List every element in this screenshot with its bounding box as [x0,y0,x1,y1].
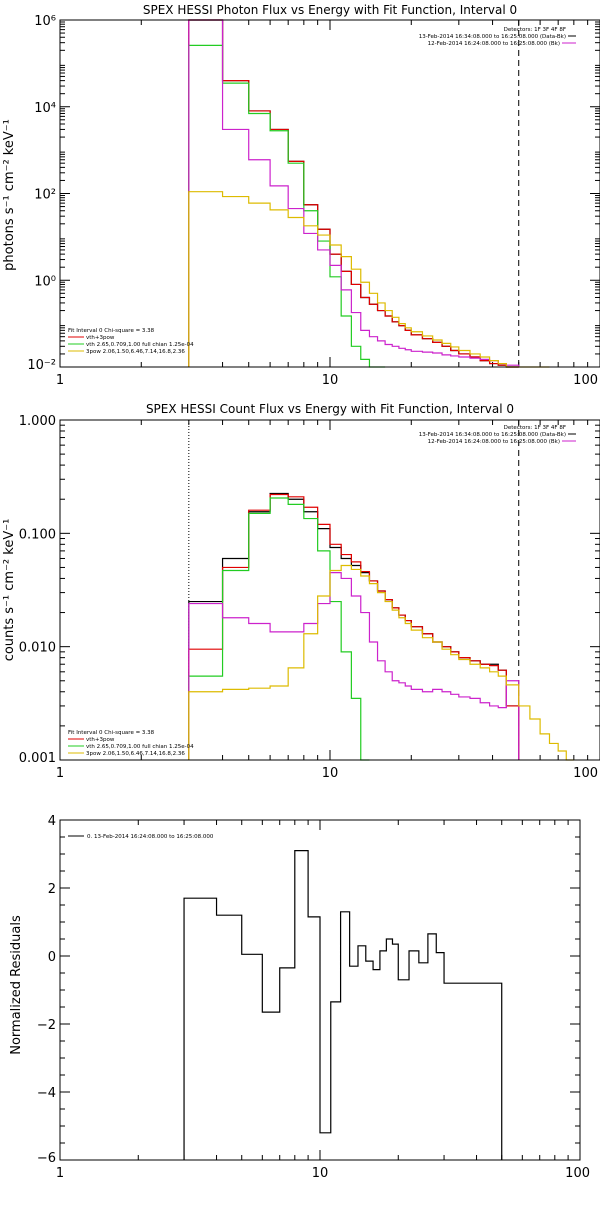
y-tick-label: −4 [37,1086,56,1101]
y-tick-label: 10² [34,188,56,203]
chart-title: SPEX HESSI Count Flux vs Energy with Fit… [146,402,514,416]
series-black-step-line [183,850,503,1160]
legend-top-right: Detectors: 1F 3F 4F 8F 13-Feb-2014 16:34… [419,27,576,47]
series-green-step-line [188,497,370,761]
legend-vth: vth 2.65,0.709,1.00 full chian 1.25e-04 [86,744,194,750]
y-tick-label: 10⁴ [34,101,56,116]
series-black-step-line [188,19,519,368]
x-tick-label: 1 [56,1166,64,1181]
y-axis-label: counts s⁻¹ cm⁻² keV⁻¹ [2,519,17,662]
legend-fit-interval: Fit Interval 0 Chi-square = 3.38 [68,328,155,334]
legend-data-interval: 13-Feb-2014 16:34:08.000 to 16:25:08.000… [419,432,566,438]
legend-bk-interval: 12-Feb-2014 16:24:08.000 to 16:25:08.000… [428,439,560,445]
series-red-step-line [188,493,520,760]
legend-bottom-left: Fit Interval 0 Chi-square = 3.38 vth+3po… [68,328,194,355]
x-tick-label: 100 [573,766,598,781]
y-tick-label: 0 [48,950,56,965]
panel-residuals: Normalized Residuals 4 2 0 −2 −4 −6 1 10 100 0.… [9,814,590,1181]
y-axis-label: Normalized Residuals [9,915,24,1055]
chart-title: SPEX HESSI Photon Flux vs Energy with Fi… [143,3,517,17]
x-tick-label: 1 [56,373,64,388]
legend-residual-interval: 0. 13-Feb-2014 16:24:08.000 to 16:25:08.… [87,834,214,840]
legend-3pow: 3pow 2.06,1.50,6.46,7.14,16.8,2.36 [86,751,185,757]
legend-top-right: Detectors: 1F 3F 4F 8F 13-Feb-2014 16:34… [419,425,576,445]
y-axis-label: photons s⁻¹ cm⁻² keV⁻¹ [2,119,17,271]
panel-photon-flux: SPEX HESSI Photon Flux vs Energy with Fi… [2,3,600,388]
y-tick-label: −2 [37,1018,56,1033]
plot-frame [59,819,581,1161]
plot-frame [59,19,600,368]
y-tick-label: 4 [48,814,56,829]
legend-top-left: 0. 13-Feb-2014 16:24:08.000 to 16:25:08.… [68,834,214,840]
x-tick-label: 100 [565,1166,590,1181]
panel-count-flux: SPEX HESSI Count Flux vs Energy with Fit… [2,402,600,781]
x-tick-label: 10 [312,1166,329,1181]
legend-vth: vth 2.65,0.709,1.00 full chian 1.25e-04 [86,342,194,348]
x-tick-label: 10 [322,373,339,388]
x-tick-label: 100 [573,373,598,388]
series-red-step-line [188,19,519,368]
y-tick-label: 10⁶ [34,14,56,29]
y-tick-label: −6 [37,1151,56,1166]
x-tick-label: 1 [56,766,64,781]
legend-data-interval: 13-Feb-2014 16:34:08.000 to 16:25:08.000… [419,34,566,40]
series-black-step-line [188,492,520,760]
y-tick-label: 10⁻² [27,358,56,373]
y-tick-label: 0.010 [19,641,56,656]
series-magenta-step-line [188,572,520,760]
legend-fit-interval: Fit Interval 0 Chi-square = 3.38 [68,730,155,736]
legend-detectors: Detectors: 1F 3F 4F 8F [504,27,566,33]
legend-3pow: 3pow 2.06,1.50,6.46,7.14,16.8,2.36 [86,349,185,355]
y-tick-label: 10⁰ [34,274,56,289]
y-tick-label: 0.001 [19,751,56,766]
x-tick-label: 10 [322,766,339,781]
legend-model: vth+3pow [86,737,115,743]
legend-detectors: Detectors: 1F 3F 4F 8F [504,425,566,431]
series-magenta-step-line [188,19,520,367]
series-green-step-line [188,44,386,368]
legend-bottom-left: Fit Interval 0 Chi-square = 3.38 vth+3po… [68,730,194,757]
y-tick-label: 1.000 [19,414,56,429]
legend-bk-interval: 12-Feb-2014 16:24:08.000 to 16:25:08.000… [428,41,560,47]
plot-frame [59,419,600,761]
series-yellow-step-line [188,564,574,761]
series-yellow-step-line [188,191,550,368]
y-tick-label: 0.100 [19,527,56,542]
legend-model: vth+3pow [86,335,115,341]
y-tick-label: 2 [48,882,56,897]
